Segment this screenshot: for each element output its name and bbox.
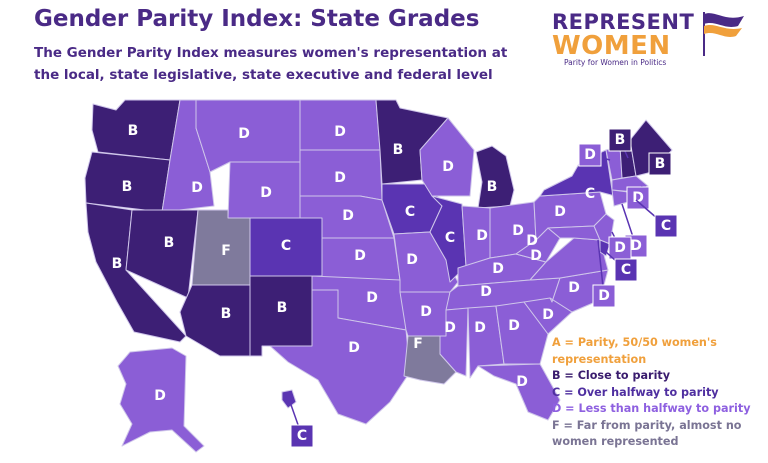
grade-label-ME: B: [655, 156, 666, 172]
grade-label-TX: D: [348, 340, 360, 356]
grade-legend: A = Parity, 50/50 women's representation…: [552, 335, 764, 451]
grade-label-MO: D: [406, 252, 418, 268]
grade-label-CT: D: [630, 238, 642, 254]
grade-box-NH: [608, 128, 632, 152]
grade-label-PA: D: [554, 204, 566, 220]
legend-item-c: C = Over halfway to parity: [552, 385, 719, 399]
grade-label-ND: D: [334, 124, 346, 140]
grade-label-RI: C: [661, 218, 671, 234]
state-WI: [419, 117, 475, 197]
represent-women-logo: REPRESENT WOMEN Parity for Women in Poli…: [550, 8, 760, 70]
grade-label-SC: D: [542, 307, 554, 323]
page-title: Gender Parity Index: State Grades: [34, 6, 480, 32]
grade-box-VT: [578, 143, 602, 167]
grade-label-HI: C: [297, 428, 307, 444]
grade-label-MS: D: [444, 320, 456, 336]
grade-label-AL: D: [474, 320, 486, 336]
state-shapes: [84, 99, 673, 453]
grade-box-DE: [614, 258, 638, 282]
state-FL: [477, 363, 561, 421]
logo-word-women: WOMEN: [552, 31, 671, 61]
state-OR: [84, 151, 171, 213]
grade-label-LA: F: [413, 336, 423, 352]
grade-box-MD: [592, 284, 616, 308]
grade-label-NJ: D: [614, 240, 626, 256]
grade-label-MT: D: [238, 126, 250, 142]
state-CT: [611, 189, 629, 207]
state-MS: [439, 307, 469, 377]
grade-label-MN: B: [393, 142, 404, 158]
grade-label-KS: D: [354, 248, 366, 264]
grade-label-NH: B: [615, 132, 626, 148]
grade-label-NY: C: [585, 186, 595, 202]
grade-label-OK: D: [366, 290, 378, 306]
legend-item-d: D = Less than halfway to parity: [552, 402, 751, 415]
state-DE: [599, 239, 611, 257]
legend-item-a: A = Parity, 50/50 women's representation: [552, 336, 717, 366]
grade-label-AR: D: [420, 304, 432, 320]
grade-label-VA: D: [530, 248, 542, 264]
grade-label-AK: D: [154, 388, 166, 404]
logo-tagline: Parity for Women in Politics: [564, 58, 667, 67]
state-TX: [269, 289, 411, 425]
grade-label-IN: D: [476, 228, 488, 244]
grade-label-IA: C: [405, 204, 415, 220]
grade-label-FL: D: [516, 374, 528, 390]
legend-item-f: F = Far from parity, almost no women rep…: [552, 418, 742, 449]
grade-label-VT: D: [584, 147, 596, 163]
grade-label-CA: B: [112, 256, 123, 272]
logo-word-represent: REPRESENT: [552, 10, 695, 34]
grade-label-MI: B: [487, 179, 498, 195]
state-MI: [475, 145, 515, 209]
grade-label-SD: D: [334, 170, 346, 186]
grade-box-MA: [626, 186, 650, 210]
grade-label-NM: B: [277, 300, 288, 316]
state-HI: [281, 389, 297, 409]
page-subtitle: The Gender Parity Index measures women's…: [34, 45, 508, 83]
grade-label-ID: D: [191, 180, 203, 196]
grade-box-ME: [648, 152, 672, 176]
state-AZ: [179, 284, 251, 357]
flag-icon: [703, 12, 744, 56]
grade-label-GA: D: [508, 318, 520, 334]
grade-label-MA: D: [632, 190, 644, 206]
grade-label-OR: B: [122, 179, 133, 195]
grade-label-WA: B: [128, 123, 139, 139]
grade-label-NV: B: [164, 235, 175, 251]
grade-label-NC: D: [568, 280, 580, 296]
grade-label-UT: F: [221, 243, 231, 259]
grade-box-RI: [654, 214, 678, 238]
grade-label-WY: D: [260, 185, 272, 201]
grade-label-DE: C: [621, 262, 631, 278]
grade-label-IL: C: [445, 230, 455, 246]
grade-label-WV: D: [526, 233, 538, 249]
grade-label-TN: D: [480, 284, 492, 300]
grade-label-CO: C: [281, 238, 291, 254]
grade-label-MD: D: [598, 288, 610, 304]
state-AL: [467, 305, 505, 379]
grade-label-NE: D: [342, 208, 354, 224]
grade-label-WI: D: [442, 159, 454, 175]
legend-item-b: B = Close to parity: [552, 369, 671, 382]
state-AK: [117, 347, 205, 453]
grade-label-AZ: B: [221, 306, 232, 322]
grade-box-HI: [290, 424, 314, 448]
state-NM: [249, 275, 313, 357]
grade-label-OH: D: [512, 223, 524, 239]
grade-label-KY: D: [492, 261, 504, 277]
